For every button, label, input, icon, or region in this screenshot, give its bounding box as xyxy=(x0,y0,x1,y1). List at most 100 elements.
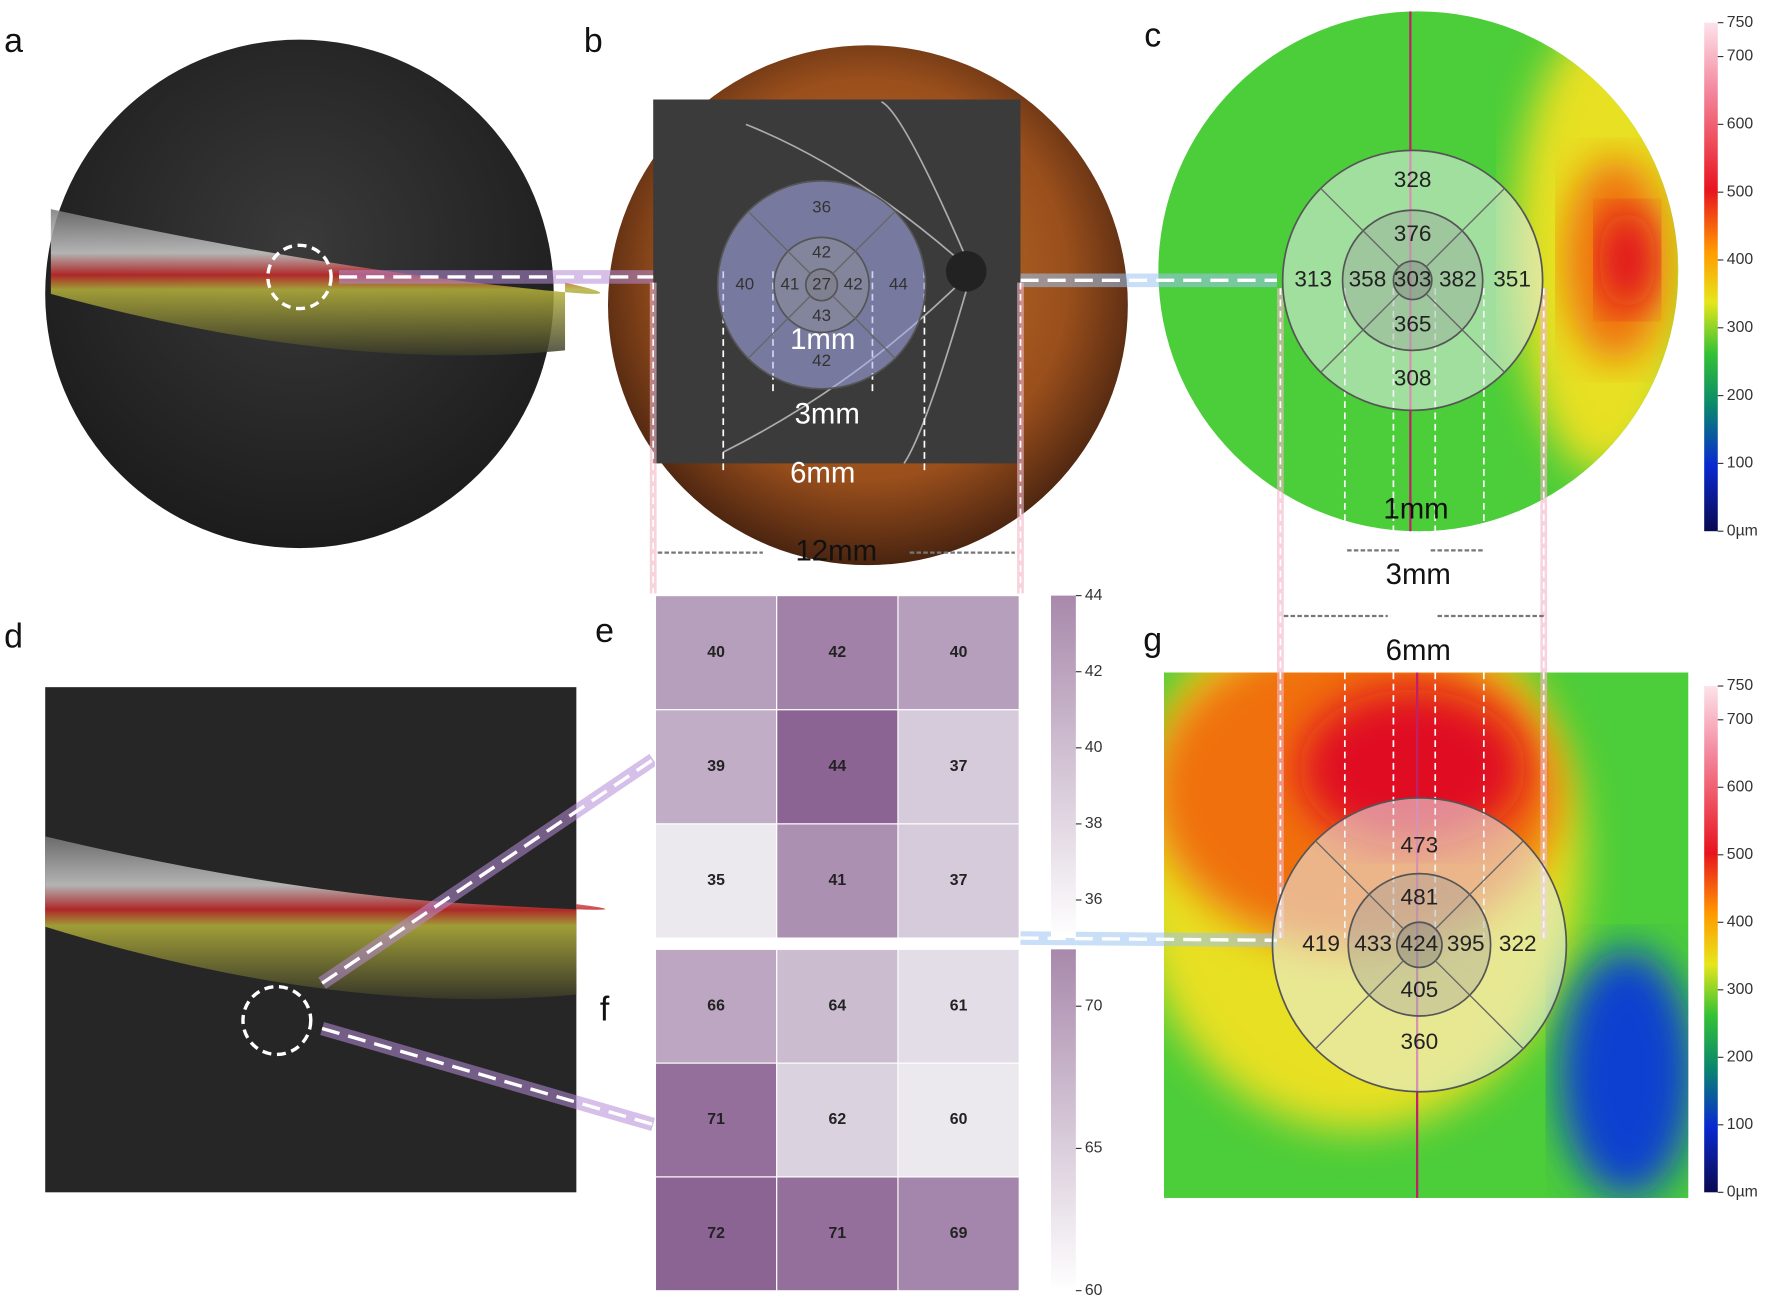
connectors xyxy=(318,270,1548,1132)
etdrs-value: 365 xyxy=(1394,311,1432,336)
etdrs-divider xyxy=(1425,187,1506,268)
colorbar-label: 100 xyxy=(1727,1116,1754,1133)
etdrs-value: 351 xyxy=(1493,266,1531,291)
colorbar xyxy=(1050,595,1076,939)
grid-value: 64 xyxy=(829,997,847,1014)
colorbar-label: 36 xyxy=(1085,891,1103,908)
colorbar-label: 200 xyxy=(1727,1048,1754,1065)
etdrs-divider xyxy=(1434,840,1524,930)
grid-cell xyxy=(897,595,1020,711)
panel-label: g xyxy=(1143,621,1162,659)
colorbar-label: 200 xyxy=(1727,387,1754,404)
etdrs-value: 303 xyxy=(1394,266,1432,291)
etdrs-value: 405 xyxy=(1401,977,1439,1002)
scale-label: 6mm xyxy=(790,456,855,489)
retina-layers-d xyxy=(45,836,606,1000)
grid-value: 37 xyxy=(950,872,968,889)
grid-value: 69 xyxy=(950,1225,968,1242)
grid-value: 37 xyxy=(950,758,968,775)
roi-circle xyxy=(241,984,313,1057)
grid-cell xyxy=(776,823,899,939)
etdrs-value: 360 xyxy=(1401,1029,1439,1054)
grid-value: 61 xyxy=(950,997,968,1014)
etdrs-value: 44 xyxy=(889,274,908,293)
etdrs-value: 27 xyxy=(812,274,831,293)
colorbar-label: 600 xyxy=(1727,778,1754,795)
colorbar-label: 500 xyxy=(1727,846,1754,863)
etdrs-divider xyxy=(1320,187,1400,268)
colorbar-label: 300 xyxy=(1727,981,1754,998)
colorbar-label: 400 xyxy=(1727,251,1754,268)
etdrs-divider xyxy=(747,210,811,275)
grid-cell xyxy=(897,823,1020,939)
panel-label: b xyxy=(584,22,603,60)
panel-label: d xyxy=(4,618,23,656)
grid-value: 41 xyxy=(829,872,847,889)
etdrs-divider xyxy=(747,295,811,359)
grid-cell xyxy=(776,1176,899,1292)
scale-label: 3mm xyxy=(795,398,860,431)
grid-value: 62 xyxy=(829,1111,847,1128)
optic-disc xyxy=(945,250,987,292)
etdrs-center xyxy=(804,268,839,302)
etdrs-divider xyxy=(832,295,896,359)
etdrs-divider xyxy=(832,210,896,275)
colorbar-label: 700 xyxy=(1727,711,1754,728)
grid-value: 35 xyxy=(707,872,725,889)
colorbar-label: 700 xyxy=(1727,48,1754,65)
etdrs-center xyxy=(1395,921,1443,969)
colorbar xyxy=(1050,949,1076,1291)
grid-cell xyxy=(654,1176,778,1292)
scale-label: 12mm xyxy=(795,534,877,567)
colorbar-label: 44 xyxy=(1085,587,1103,604)
panel-label: e xyxy=(595,612,614,650)
grid-cell xyxy=(897,709,1020,825)
etdrs-center xyxy=(1392,260,1433,301)
etdrs-divider xyxy=(1434,960,1524,1050)
etdrs-divider xyxy=(1425,293,1506,373)
colorbar-label: 750 xyxy=(1727,14,1754,31)
colorbar-label: 100 xyxy=(1727,455,1754,472)
grid-value: 72 xyxy=(707,1225,725,1242)
colorbar-label: 600 xyxy=(1727,116,1754,133)
grid-value: 71 xyxy=(707,1111,725,1128)
colorbar-label: 70 xyxy=(1085,997,1103,1014)
scale-label: 6mm xyxy=(1386,634,1451,667)
etdrs-value: 308 xyxy=(1394,366,1432,391)
grid-value: 44 xyxy=(829,758,847,775)
colorbar-label: 60 xyxy=(1085,1282,1103,1299)
colorbar-label: 0µm xyxy=(1727,522,1758,539)
grid-cell xyxy=(654,1062,778,1178)
etdrs-divider xyxy=(1320,293,1400,373)
colorbar-label: 300 xyxy=(1727,319,1754,336)
roi-circle xyxy=(266,243,333,311)
grid-cell xyxy=(776,948,899,1064)
etdrs-value: 433 xyxy=(1354,931,1392,956)
colorbar-label: 750 xyxy=(1727,677,1754,694)
grid-value: 39 xyxy=(707,758,725,775)
grid-cell xyxy=(654,823,778,939)
colorbar-label: 0µm xyxy=(1727,1183,1758,1200)
scale-label: 1mm xyxy=(1383,493,1448,526)
etdrs-value: 313 xyxy=(1294,266,1332,291)
etdrs-value: 358 xyxy=(1349,266,1387,291)
etdrs-value: 42 xyxy=(812,351,831,370)
colorbar xyxy=(1704,686,1718,1193)
scale-label: 3mm xyxy=(1386,558,1451,591)
etdrs-value: 328 xyxy=(1394,167,1432,192)
etdrs-value: 481 xyxy=(1401,884,1439,909)
etdrs-value: 43 xyxy=(812,306,831,325)
grid-cell xyxy=(897,1176,1020,1292)
panel-label: c xyxy=(1144,16,1161,54)
colorbar-label: 38 xyxy=(1085,815,1103,832)
panel-label: a xyxy=(4,22,23,60)
colorbar-label: 400 xyxy=(1727,913,1754,930)
grid-cell xyxy=(897,948,1020,1064)
grid-cell xyxy=(897,1062,1020,1178)
etdrs-value: 40 xyxy=(735,274,754,293)
etdrs-value: 41 xyxy=(781,274,800,293)
retina-layers-a xyxy=(50,209,601,356)
etdrs-value: 322 xyxy=(1499,931,1537,956)
colorbar-label: 65 xyxy=(1085,1140,1103,1157)
grid-value: 40 xyxy=(950,644,968,661)
